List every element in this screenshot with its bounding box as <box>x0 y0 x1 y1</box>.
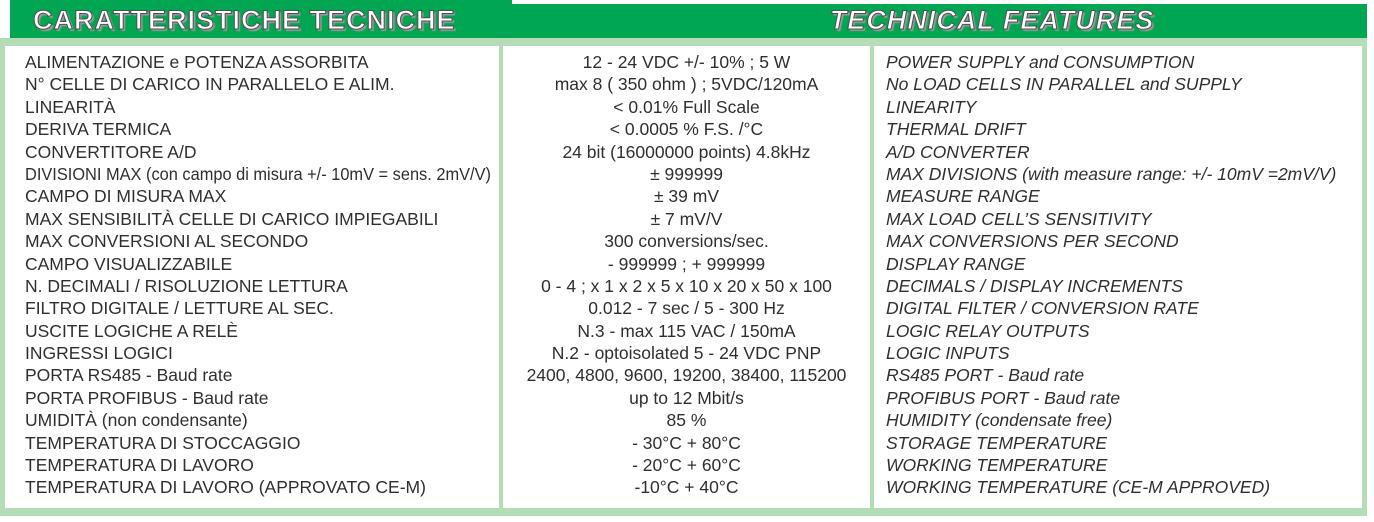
spec-label-it: INGRESSI LOGICI <box>25 343 173 364</box>
spec-label-en: THERMAL DRIFT <box>886 119 1026 140</box>
title-italian: CARATTERISTICHE TECNICHE <box>33 5 456 36</box>
spec-label-it: PORTA PROFIBUS - Baud rate <box>25 387 269 408</box>
spec-label-en: HUMIDITY (condensate free) <box>886 410 1113 431</box>
spec-value: max 8 ( 350 ohm ) ; 5VDC/120mA <box>554 74 819 95</box>
spec-label-en: DIGITAL FILTER / CONVERSION RATE <box>886 298 1199 319</box>
spec-label-it: MAX CONVERSIONI AL SECONDO <box>25 231 309 252</box>
spec-label-it: DERIVA TERMICA <box>25 119 172 140</box>
spec-label-en: LINEARITY <box>886 96 977 117</box>
spec-table: ALIMENTAZIONE e POTENZA ASSORBITA N° CELL… <box>0 38 1367 516</box>
spec-label-it: CAMPO VISUALIZZABILE <box>25 253 233 274</box>
spec-value: 24 bit (16000000 points) 4.8kHz <box>562 141 811 162</box>
spec-label-it: ALIMENTAZIONE e POTENZA ASSORBITA <box>25 52 369 72</box>
spec-label-it: TEMPERATURA DI LAVORO <box>25 455 254 476</box>
spec-value: - 30°C + 80°C <box>632 432 741 453</box>
spec-label-en: No LOAD CELLS IN PARALLEL and SUPPLY <box>886 74 1242 95</box>
spec-label-it: TEMPERATURA DI STOCCAGGIO <box>25 432 301 453</box>
spec-label-en: RS485 PORT - Baud rate <box>886 365 1085 386</box>
spec-label-en: MAX CONVERSIONS PER SECOND <box>886 231 1179 252</box>
spec-label-it: UMIDITÀ (non condensante) <box>25 410 248 431</box>
spec-value: < 0.0005 % F.S. /°C <box>609 119 764 140</box>
spec-value: N.3 - max 115 VAC / 150mA <box>577 320 796 341</box>
spec-label-it: N° CELLE DI CARICO IN PARALLELO E ALIM. <box>25 74 395 95</box>
spec-label-en: WORKING TEMPERATURE (CE-M APPROVED) <box>886 477 1271 498</box>
spec-label-it: DIVISIONI MAX (con campo di misura +/- 1… <box>25 163 491 184</box>
spec-value: - 999999 ; + 999999 <box>607 253 766 274</box>
spec-label-en: PROFIBUS PORT - Baud rate <box>886 387 1121 408</box>
spec-value: ± 999999 <box>650 163 723 184</box>
spec-label-en: WORKING TEMPERATURE <box>886 455 1108 476</box>
header-bar-left-cap <box>10 0 512 4</box>
spec-value: 85 % <box>666 410 707 431</box>
spec-value: -10°C + 40°C <box>634 477 739 498</box>
spec-label-it: CAMPO DI MISURA MAX <box>25 186 227 207</box>
spec-label-en: MAX DIVISIONS (with measure range: +/- 1… <box>886 163 1337 184</box>
spec-value: ± 7 mV/V <box>650 208 723 229</box>
spec-value: 2400, 4800, 9600, 19200, 38400, 115200 <box>526 365 847 386</box>
spec-label-en: DISPLAY RANGE <box>886 253 1026 274</box>
spec-label-it: CONVERTITORE A/D <box>25 141 197 162</box>
spec-label-en: LOGIC RELAY OUTPUTS <box>886 320 1090 341</box>
spec-label-it: TEMPERATURA DI LAVORO (APPROVATO CE-M) <box>25 477 426 498</box>
spec-label-en: POWER SUPPLY and CONSUMPTION <box>886 52 1195 72</box>
spec-value: 300 conversions/sec. <box>604 231 769 252</box>
spec-label-en: MEASURE RANGE <box>886 186 1040 207</box>
spec-label-it: LINEARITÀ <box>25 96 116 117</box>
column-italian-labels: ALIMENTAZIONE e POTENZA ASSORBITA N° CELL… <box>5 46 499 508</box>
spec-label-it: N. DECIMALI / RISOLUZIONE LETTURA <box>25 275 348 296</box>
spec-label-it: FILTRO DIGITALE / LETTURE AL SEC. <box>25 298 334 319</box>
spec-value: 12 - 24 VDC +/- 10% ; 5 W <box>582 52 791 72</box>
spec-label-it: USCITE LOGICHE A RELÈ <box>25 320 238 341</box>
spec-label-en: MAX LOAD CELL’S SENSITIVITY <box>886 208 1152 229</box>
spec-value: N.2 - optoisolated 5 - 24 VDC PNP <box>551 343 822 364</box>
spec-label-en: LOGIC INPUTS <box>886 343 1010 364</box>
spec-label-en: DECIMALS / DISPLAY INCREMENTS <box>886 275 1183 296</box>
header-bar: CARATTERISTICHE TECNICHE TECHNICAL FEATU… <box>10 0 1367 38</box>
spec-label-en: A/D CONVERTER <box>886 141 1030 162</box>
title-english: TECHNICAL FEATURES <box>829 5 1155 36</box>
column-english-labels: POWER SUPPLY and CONSUMPTION No LOAD CELL… <box>874 46 1362 508</box>
spec-value: ± 39 mV <box>653 186 720 207</box>
spec-label-it: MAX SENSIBILITÀ CELLE DI CARICO IMPIEGAB… <box>25 208 439 229</box>
spec-label-it: PORTA RS485 - Baud rate <box>25 365 233 386</box>
spec-value: 0.012 - 7 sec / 5 - 300 Hz <box>588 298 785 319</box>
spec-label-en: STORAGE TEMPERATURE <box>886 432 1108 453</box>
spec-value: - 20°C + 60°C <box>632 455 741 476</box>
spec-value: < 0.01% Full Scale <box>613 96 760 117</box>
spec-value: up to 12 Mbit/s <box>629 387 744 408</box>
spec-value: 0 - 4 ; x 1 x 2 x 5 x 10 x 20 x 50 x 100 <box>541 275 832 296</box>
